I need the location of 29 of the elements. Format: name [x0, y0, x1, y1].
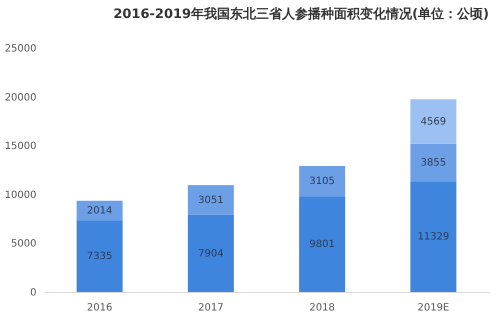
- data-label: 3051: [198, 194, 224, 206]
- x-tick-label: 2016: [86, 302, 112, 314]
- y-tick-label: 20000: [4, 92, 36, 104]
- y-tick-label: 0: [30, 288, 36, 298]
- y-tick-label: 5000: [11, 238, 36, 250]
- chart-title: 2016-2019年我国东北三省人参播种面积变化情况(单位：公顷): [113, 6, 489, 22]
- data-label: 7335: [86, 251, 112, 262]
- data-label: 3855: [420, 158, 446, 169]
- data-label: 7904: [198, 248, 224, 260]
- y-tick-label: 15000: [4, 141, 36, 152]
- bar: [188, 185, 234, 215]
- bar: [76, 220, 123, 292]
- y-tick-label: 10000: [4, 190, 36, 201]
- data-label: 4569: [420, 116, 446, 128]
- bar: [188, 214, 234, 292]
- bar: [410, 99, 456, 144]
- bar: [299, 196, 346, 292]
- bar: [410, 181, 456, 292]
- x-tick-label: 2017: [198, 302, 224, 314]
- data-label: 2014: [86, 206, 112, 217]
- bar: [410, 144, 456, 182]
- y-tick-label: 25000: [4, 44, 36, 54]
- x-tick-label: 2018: [309, 302, 335, 314]
- bar: [76, 200, 123, 220]
- bar: [299, 166, 346, 196]
- data-label: 11329: [417, 232, 450, 243]
- data-label: 9801: [309, 239, 335, 250]
- data-label: 3105: [309, 176, 335, 188]
- x-tick-label: 2019E: [417, 302, 450, 314]
